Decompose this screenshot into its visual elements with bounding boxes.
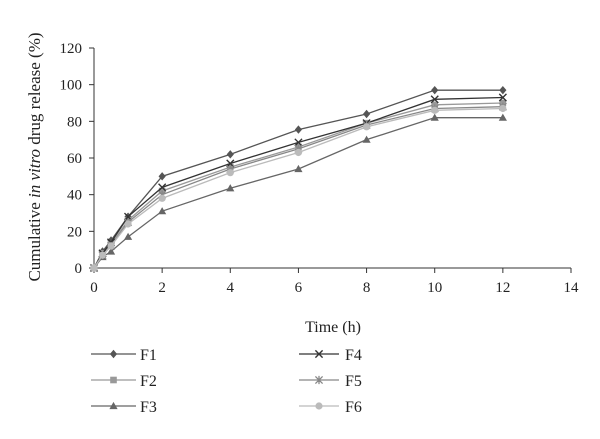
data-point bbox=[362, 109, 371, 119]
legend-label: F6 bbox=[345, 399, 362, 416]
data-point bbox=[294, 164, 303, 173]
x-tick-label: 10 bbox=[427, 280, 442, 296]
legend-label: F2 bbox=[140, 373, 157, 390]
series-line bbox=[93, 107, 503, 269]
data-point bbox=[107, 242, 115, 250]
data-point bbox=[158, 183, 167, 192]
legend-label: F1 bbox=[140, 347, 157, 364]
data-point bbox=[294, 125, 303, 134]
legend-marker bbox=[314, 349, 324, 359]
x-tick-label: 14 bbox=[564, 280, 580, 296]
legend-label: F3 bbox=[140, 399, 157, 416]
legend-item-f6: F6 bbox=[299, 399, 362, 416]
y-tick-label: 0 bbox=[75, 261, 83, 277]
data-point bbox=[362, 135, 371, 143]
series-line bbox=[93, 96, 503, 269]
data-point bbox=[499, 104, 507, 113]
x-tick-label: 4 bbox=[227, 280, 235, 296]
legend-marker bbox=[315, 402, 323, 410]
legend-item-f4: F4 bbox=[299, 347, 362, 364]
legend-label: F4 bbox=[345, 347, 362, 364]
y-tick-label: 120 bbox=[60, 41, 83, 57]
legend-item-f2: F2 bbox=[91, 373, 157, 390]
y-axis-label: Cumulative in vitro drug release (%) bbox=[25, 32, 44, 281]
x-tick-label: 0 bbox=[90, 280, 98, 296]
data-point bbox=[158, 194, 166, 202]
data-point bbox=[431, 85, 439, 95]
data-point bbox=[158, 207, 167, 215]
data-point bbox=[226, 184, 235, 192]
legend: F1 F2 F3 F4 F5 F6 bbox=[91, 347, 362, 416]
series-line bbox=[93, 117, 503, 269]
legend-marker bbox=[110, 376, 117, 384]
series-line bbox=[93, 89, 503, 269]
series-f3 bbox=[89, 113, 507, 272]
legend-marker bbox=[314, 375, 324, 385]
data-point bbox=[123, 232, 133, 240]
x-tick-label: 8 bbox=[363, 280, 371, 296]
x-tick-label: 6 bbox=[295, 280, 303, 296]
legend-item-f5: F5 bbox=[299, 373, 362, 390]
y-tick-label: 40 bbox=[67, 188, 82, 204]
data-point bbox=[107, 236, 115, 245]
data-point bbox=[98, 251, 107, 259]
x-tick-label: 12 bbox=[495, 280, 510, 296]
data-point bbox=[226, 169, 234, 177]
data-point bbox=[498, 93, 507, 102]
y-tick-label: 60 bbox=[67, 151, 82, 167]
legend-item-f3: F3 bbox=[91, 399, 157, 416]
data-point bbox=[294, 138, 303, 147]
data-point bbox=[499, 85, 507, 95]
x-tick-label: 2 bbox=[158, 280, 166, 296]
data-point bbox=[362, 123, 371, 131]
y-tick-label: 100 bbox=[60, 78, 83, 94]
data-point bbox=[431, 106, 439, 114]
legend-marker bbox=[109, 349, 118, 359]
data-point bbox=[430, 95, 439, 104]
data-point bbox=[498, 113, 507, 121]
y-axis-label-part: Cumulative bbox=[25, 198, 44, 282]
data-point bbox=[106, 247, 116, 255]
series-f1 bbox=[90, 85, 507, 273]
data-point bbox=[124, 220, 132, 228]
data-point bbox=[226, 150, 234, 159]
data-point bbox=[294, 148, 303, 157]
y-tick-label: 20 bbox=[67, 224, 82, 240]
y-axis-label-part: in vitro bbox=[25, 149, 44, 198]
data-point bbox=[90, 264, 98, 272]
x-axis-label: Time (h) bbox=[305, 319, 361, 336]
series-f6 bbox=[90, 104, 507, 272]
legend-marker bbox=[109, 401, 118, 410]
axes: 0 20 40 60 80 100 120 0 2 4 6 8 10 12 14 bbox=[60, 41, 580, 296]
y-tick-label: 80 bbox=[67, 114, 82, 130]
series-layer bbox=[89, 85, 507, 273]
y-axis-label-part: drug release (%) bbox=[25, 32, 44, 149]
data-point bbox=[430, 113, 439, 121]
legend-label: F5 bbox=[345, 373, 362, 390]
legend-item-f1: F1 bbox=[91, 347, 157, 364]
series-f4 bbox=[89, 93, 507, 273]
data-point bbox=[158, 172, 166, 181]
